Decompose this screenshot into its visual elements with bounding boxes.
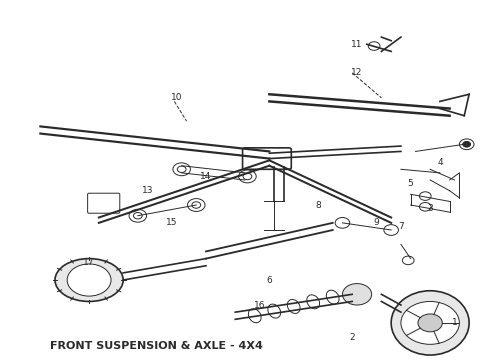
Circle shape bbox=[173, 163, 191, 176]
FancyBboxPatch shape bbox=[88, 193, 120, 213]
Text: 7: 7 bbox=[398, 222, 404, 231]
Circle shape bbox=[418, 314, 442, 332]
Text: 2: 2 bbox=[349, 333, 355, 342]
Text: 3: 3 bbox=[427, 204, 433, 213]
Circle shape bbox=[384, 225, 398, 235]
Text: 4: 4 bbox=[437, 158, 442, 167]
Circle shape bbox=[188, 199, 205, 211]
Text: 5: 5 bbox=[408, 179, 414, 188]
Text: 12: 12 bbox=[351, 68, 363, 77]
Text: 15: 15 bbox=[166, 219, 178, 228]
FancyBboxPatch shape bbox=[243, 148, 291, 169]
Text: 14: 14 bbox=[200, 172, 212, 181]
Text: 6: 6 bbox=[267, 275, 272, 284]
Text: 17: 17 bbox=[83, 258, 95, 267]
Circle shape bbox=[463, 141, 470, 147]
Text: 16: 16 bbox=[254, 301, 266, 310]
Circle shape bbox=[335, 217, 350, 228]
Text: 13: 13 bbox=[142, 186, 153, 195]
Circle shape bbox=[239, 170, 256, 183]
Circle shape bbox=[401, 301, 460, 344]
Circle shape bbox=[402, 256, 414, 265]
Ellipse shape bbox=[391, 291, 469, 355]
Circle shape bbox=[67, 264, 111, 296]
Circle shape bbox=[343, 284, 372, 305]
Circle shape bbox=[129, 209, 147, 222]
Text: 8: 8 bbox=[315, 201, 321, 210]
Text: 11: 11 bbox=[351, 40, 363, 49]
Ellipse shape bbox=[55, 258, 123, 301]
Text: FRONT SUSPENSION & AXLE - 4X4: FRONT SUSPENSION & AXLE - 4X4 bbox=[50, 341, 263, 351]
Text: 10: 10 bbox=[171, 93, 183, 102]
Circle shape bbox=[460, 139, 474, 150]
Text: 9: 9 bbox=[374, 219, 379, 228]
Text: 1: 1 bbox=[452, 318, 457, 327]
